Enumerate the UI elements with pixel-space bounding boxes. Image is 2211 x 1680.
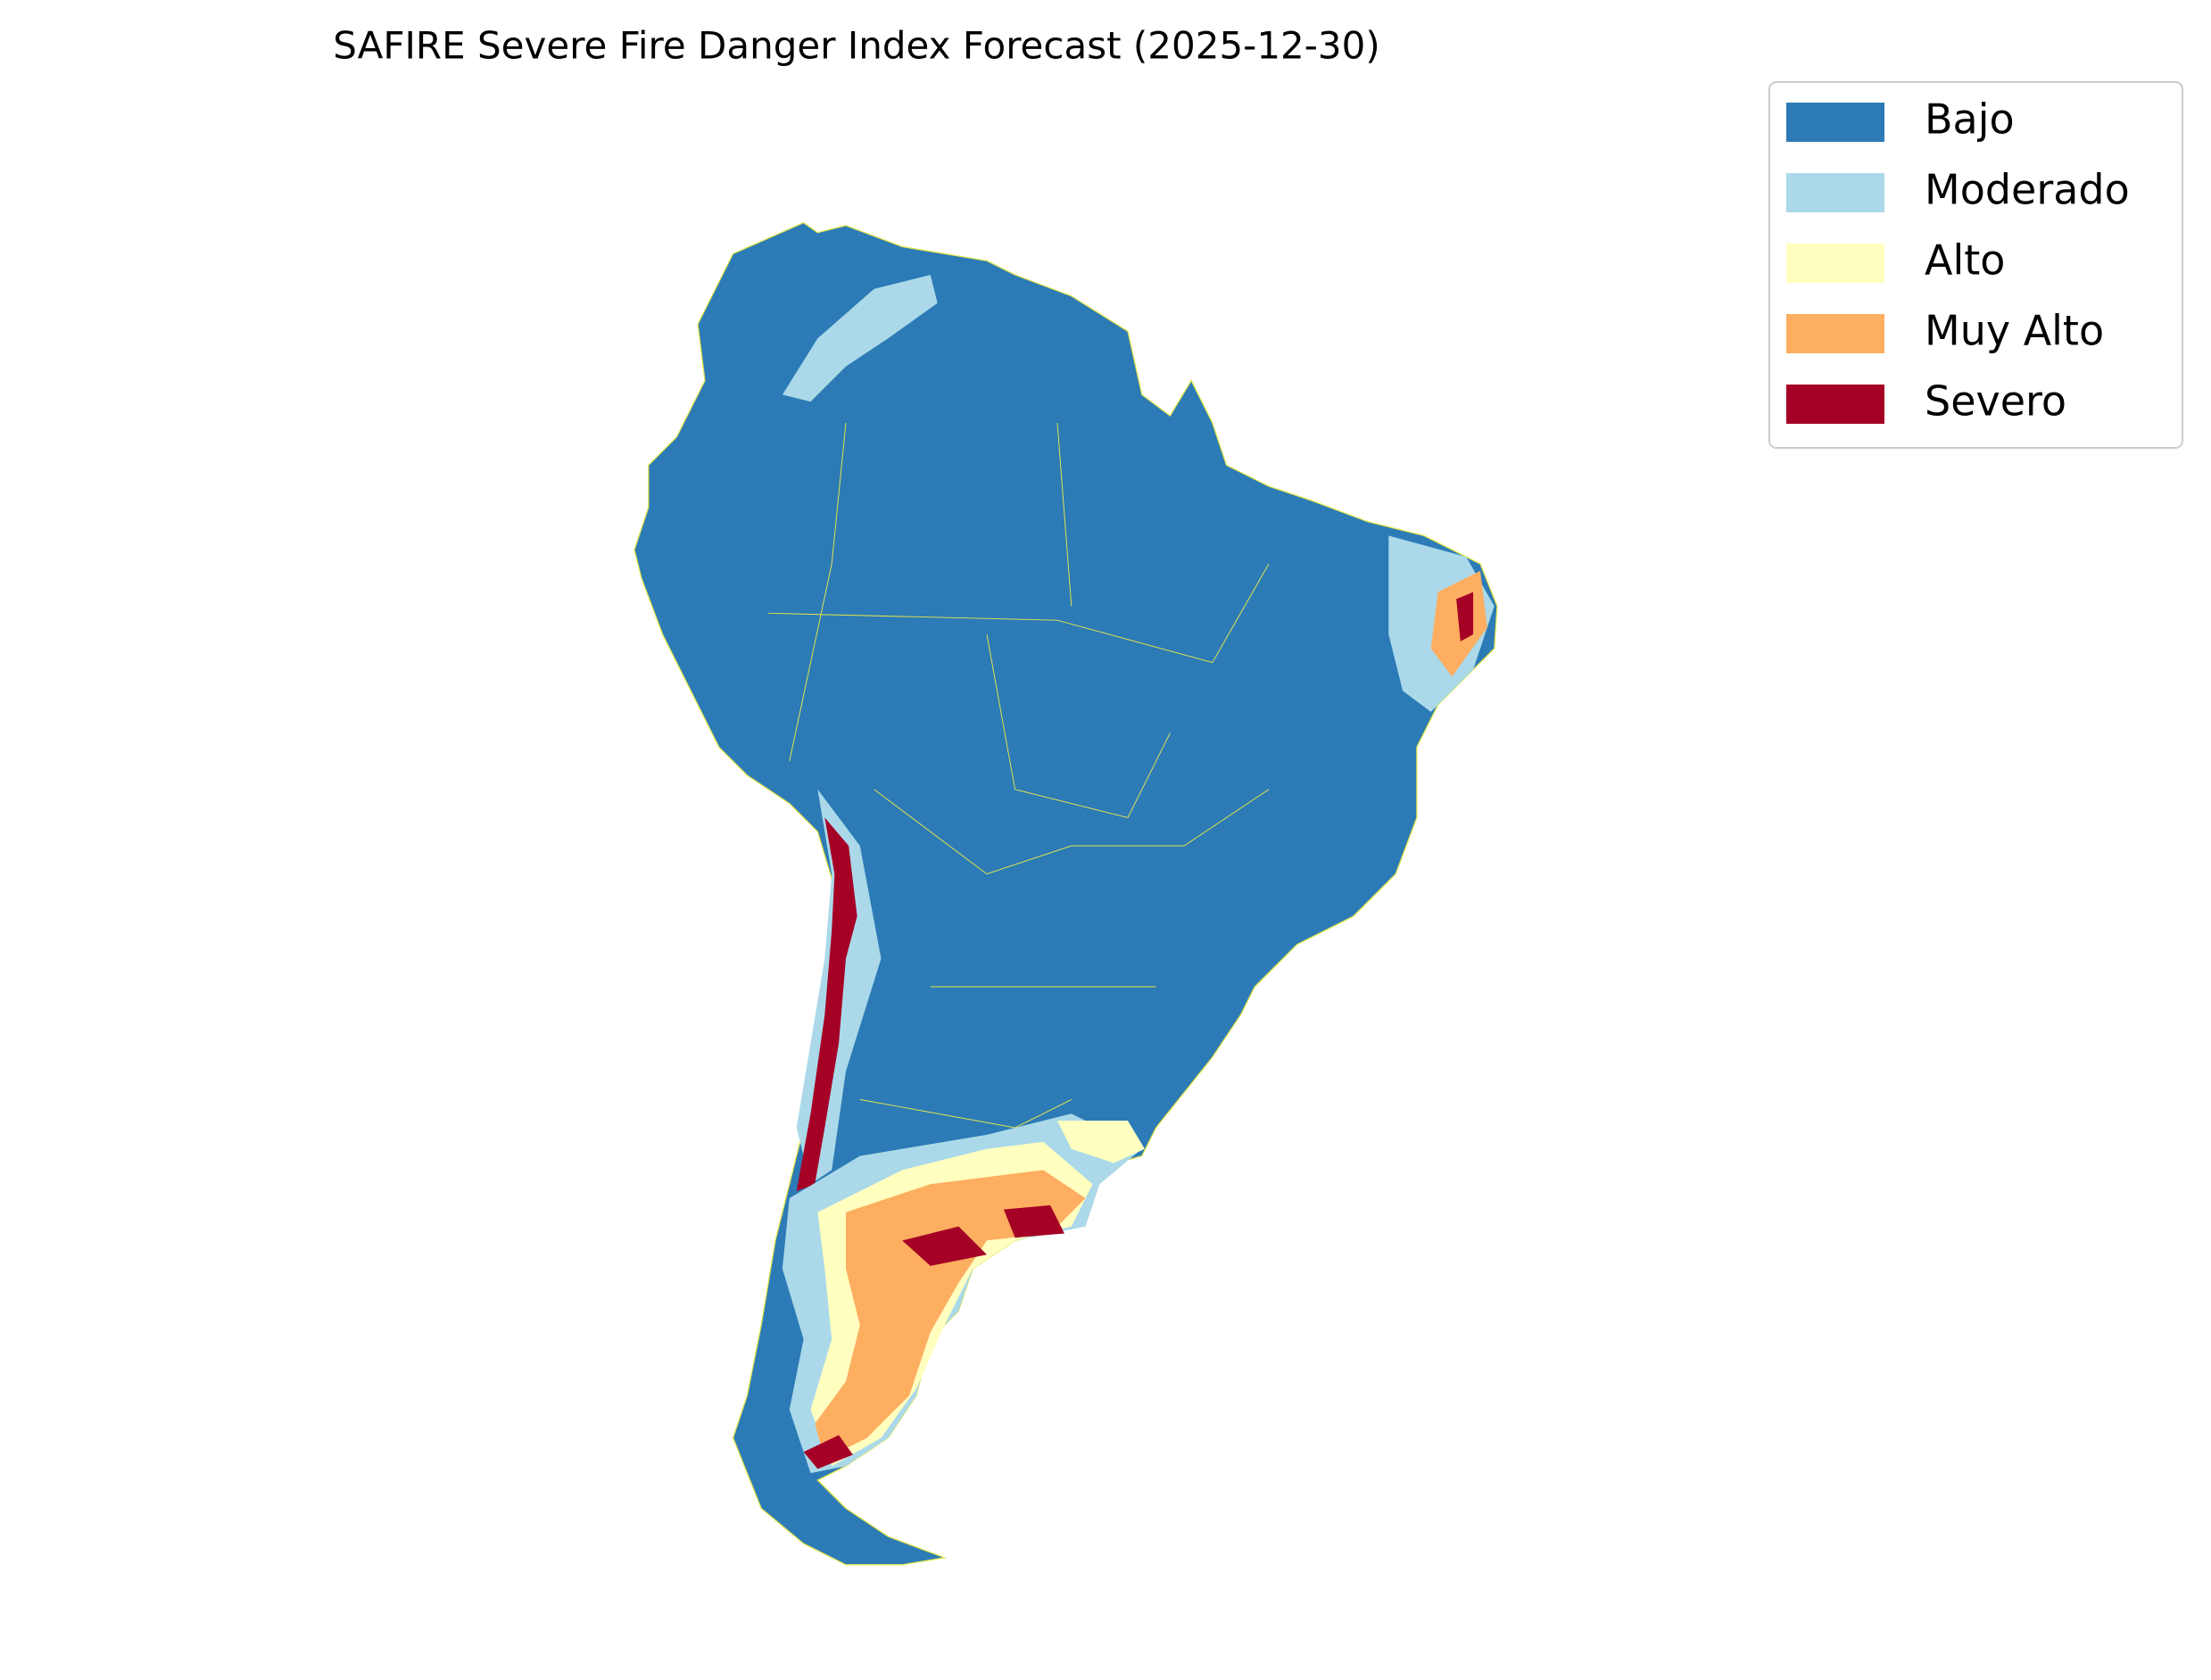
patch-northeast-severe bbox=[1456, 592, 1474, 641]
borders bbox=[768, 422, 1270, 1129]
patch-severe-c bbox=[803, 1435, 853, 1469]
patch-venezuela bbox=[782, 275, 938, 402]
legend-label: Bajo bbox=[1925, 95, 2015, 144]
map-title: SAFIRE Severe Fire Danger Index Forecast… bbox=[333, 24, 1380, 68]
legend-swatch bbox=[1786, 314, 1884, 353]
legend-swatch bbox=[1786, 173, 1884, 212]
patch-severe-a bbox=[902, 1226, 987, 1266]
legend-swatch bbox=[1786, 244, 1884, 283]
legend: Bajo Moderado Alto Muy Alto Severo bbox=[1768, 81, 2183, 449]
legend-label: Muy Alto bbox=[1925, 307, 2104, 355]
patch-buenos-aires bbox=[1057, 1121, 1145, 1163]
legend-label: Moderado bbox=[1925, 166, 2130, 214]
map bbox=[633, 221, 1498, 1566]
patch-severe-b bbox=[1003, 1204, 1064, 1238]
legend-label: Severo bbox=[1925, 377, 2066, 426]
legend-swatch bbox=[1786, 385, 1884, 424]
legend-label: Alto bbox=[1925, 236, 2005, 285]
land-base bbox=[633, 221, 1498, 1566]
legend-swatch bbox=[1786, 103, 1884, 142]
patch-chile-severe bbox=[796, 817, 857, 1192]
patch-patagonia-veryhigh bbox=[815, 1170, 1086, 1460]
